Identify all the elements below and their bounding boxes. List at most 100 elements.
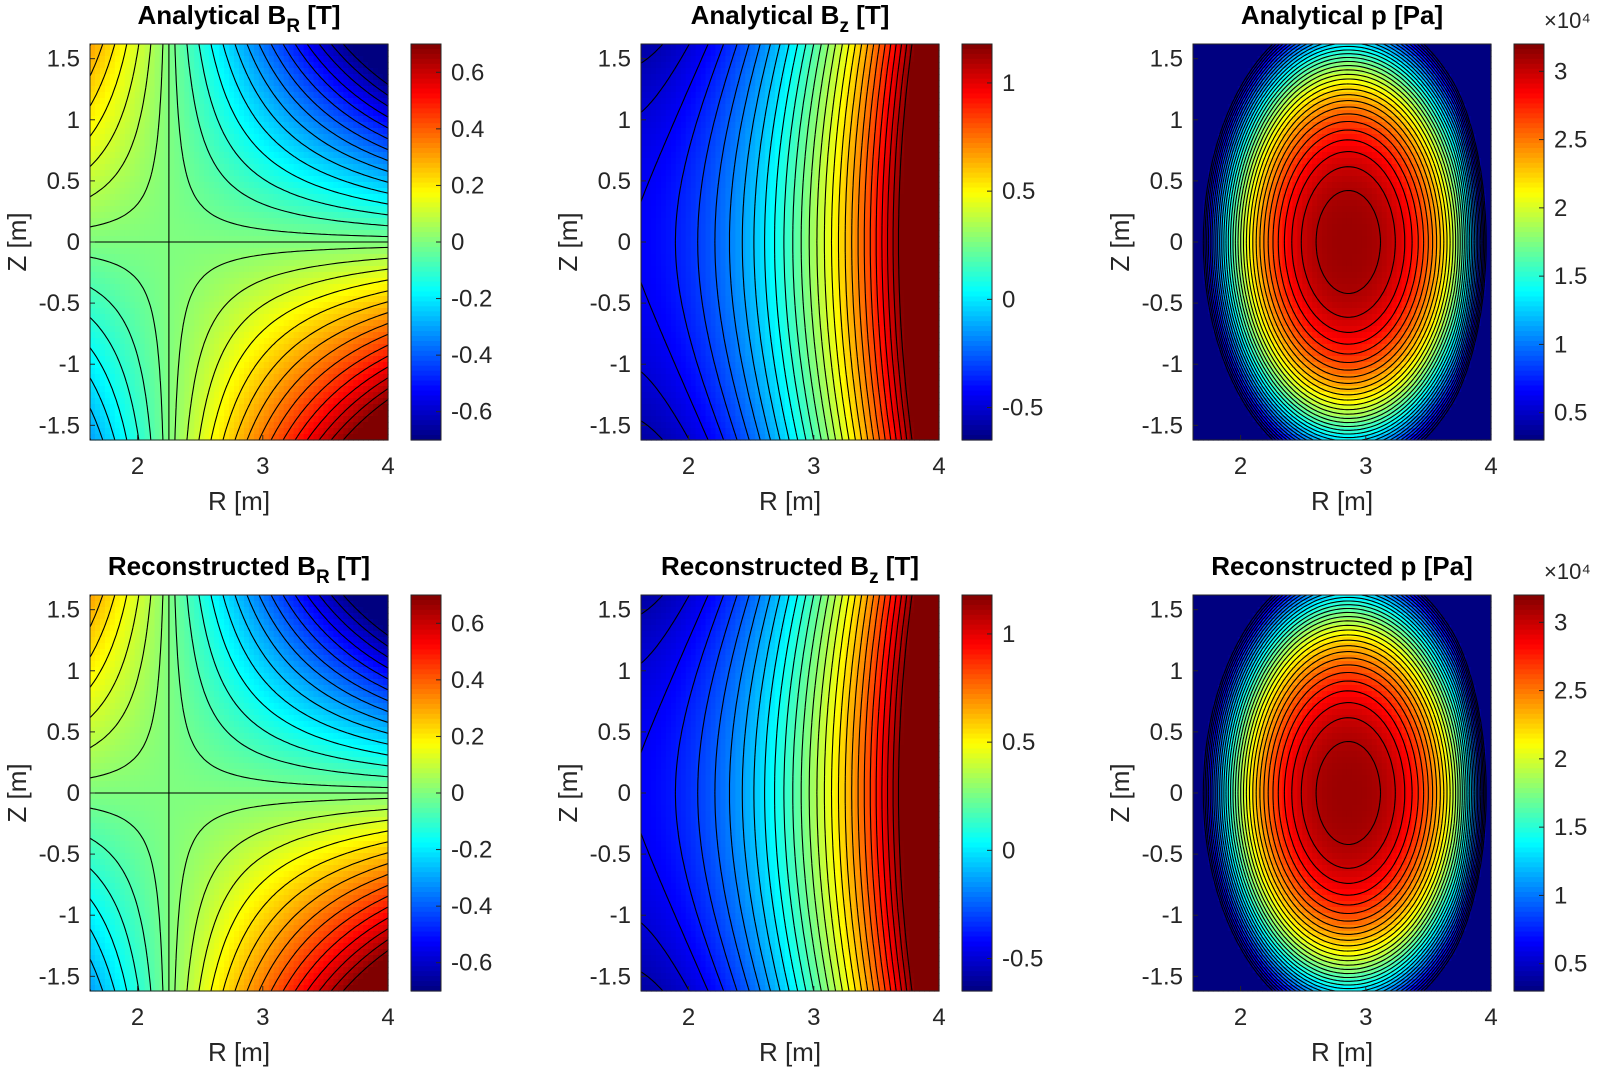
heatmap-cell bbox=[144, 284, 151, 291]
heatmap-cell bbox=[134, 386, 141, 393]
heatmap-cell bbox=[373, 404, 379, 411]
heatmap-cell bbox=[288, 410, 295, 417]
heatmap-cell bbox=[308, 98, 315, 105]
heatmap-cell bbox=[114, 290, 121, 297]
heatmap-cell bbox=[283, 80, 290, 87]
heatmap-cell bbox=[373, 386, 379, 393]
heatmap-cell bbox=[293, 320, 300, 327]
heatmap-cell bbox=[189, 434, 195, 441]
heatmap-cell bbox=[283, 314, 290, 321]
heatmap-cell bbox=[934, 68, 940, 75]
heatmap-cell bbox=[323, 158, 329, 165]
heatmap-cell bbox=[804, 92, 811, 99]
heatmap-cell bbox=[790, 68, 796, 75]
heatmap-cell bbox=[114, 410, 121, 417]
heatmap-cell bbox=[209, 56, 215, 63]
heatmap-cell bbox=[730, 44, 736, 51]
heatmap-cell bbox=[194, 344, 200, 351]
heatmap-cell bbox=[373, 206, 379, 213]
heatmap-cell bbox=[343, 116, 349, 123]
heatmap-cell bbox=[373, 344, 379, 351]
heatmap-cell bbox=[670, 122, 677, 129]
heatmap-cell bbox=[214, 194, 220, 201]
heatmap-cell bbox=[114, 404, 121, 411]
heatmap-cell bbox=[243, 296, 250, 303]
heatmap-cell bbox=[298, 92, 305, 99]
heatmap-cell bbox=[273, 158, 280, 165]
heatmap-cell bbox=[383, 356, 389, 363]
colorbar-segment bbox=[411, 281, 441, 288]
heatmap-cell bbox=[288, 116, 295, 123]
heatmap-cell bbox=[358, 188, 364, 195]
heatmap-cell bbox=[665, 62, 672, 69]
heatmap-cell bbox=[348, 140, 354, 147]
heatmap-cell bbox=[129, 218, 136, 225]
heatmap-cell bbox=[343, 338, 349, 345]
heatmap-cell bbox=[909, 110, 915, 117]
heatmap-cell bbox=[243, 98, 250, 105]
heatmap-cell bbox=[273, 242, 280, 249]
heatmap-cell bbox=[179, 104, 185, 111]
heatmap-cell bbox=[179, 62, 185, 69]
heatmap-cell bbox=[363, 266, 369, 273]
heatmap-cell bbox=[864, 104, 871, 111]
heatmap-cell bbox=[239, 434, 245, 441]
heatmap-cell bbox=[834, 110, 841, 117]
heatmap-cell bbox=[353, 260, 359, 267]
heatmap-cell bbox=[338, 410, 344, 417]
heatmap-cell bbox=[174, 176, 180, 183]
heatmap-cell bbox=[114, 74, 121, 81]
heatmap-cell bbox=[313, 56, 320, 63]
heatmap-cell bbox=[740, 44, 746, 51]
heatmap-cell bbox=[348, 338, 354, 345]
heatmap-cell bbox=[104, 218, 111, 225]
heatmap-cell bbox=[119, 350, 126, 357]
heatmap-cell bbox=[134, 56, 141, 63]
heatmap-cell bbox=[383, 314, 389, 321]
heatmap-cell bbox=[378, 230, 384, 237]
heatmap-cell bbox=[189, 182, 195, 189]
heatmap-cell bbox=[114, 200, 121, 207]
heatmap-cell bbox=[253, 50, 260, 57]
heatmap-cell bbox=[924, 116, 930, 123]
heatmap-cell bbox=[338, 206, 344, 213]
heatmap-cell bbox=[263, 380, 270, 387]
heatmap-cell bbox=[134, 344, 141, 351]
heatmap-cell bbox=[348, 86, 354, 93]
heatmap-cell bbox=[804, 62, 811, 69]
heatmap-cell bbox=[293, 116, 300, 123]
heatmap-cell bbox=[154, 350, 161, 357]
heatmap-cell bbox=[745, 122, 751, 129]
heatmap-cell bbox=[94, 152, 101, 159]
heatmap-cell bbox=[243, 242, 250, 249]
heatmap-cell bbox=[253, 248, 260, 255]
heatmap-cell bbox=[169, 206, 176, 213]
heatmap-cell bbox=[313, 194, 320, 201]
heatmap-cell bbox=[333, 50, 339, 57]
heatmap-cell bbox=[248, 260, 255, 267]
heatmap-cell bbox=[348, 98, 354, 105]
heatmap-cell bbox=[373, 278, 379, 285]
heatmap-cell bbox=[164, 260, 171, 267]
heatmap-cell bbox=[343, 236, 349, 243]
heatmap-cell bbox=[641, 104, 647, 111]
heatmap-cell bbox=[313, 206, 320, 213]
heatmap-cell bbox=[124, 392, 131, 399]
heatmap-cell bbox=[104, 416, 111, 423]
heatmap-cell bbox=[164, 416, 171, 423]
heatmap-cell bbox=[194, 374, 200, 381]
heatmap-cell bbox=[184, 350, 190, 357]
heatmap-cell bbox=[159, 200, 166, 207]
heatmap-cell bbox=[169, 182, 176, 189]
heatmap-cell bbox=[288, 260, 295, 267]
heatmap-cell bbox=[129, 98, 136, 105]
heatmap-cell bbox=[139, 206, 146, 213]
heatmap-cell bbox=[358, 140, 364, 147]
heatmap-cell bbox=[234, 206, 240, 213]
heatmap-cell bbox=[383, 404, 389, 411]
colorbar-segment bbox=[411, 390, 441, 397]
heatmap-cell bbox=[119, 188, 126, 195]
heatmap-cell bbox=[680, 134, 687, 141]
heatmap-cell bbox=[273, 248, 280, 255]
